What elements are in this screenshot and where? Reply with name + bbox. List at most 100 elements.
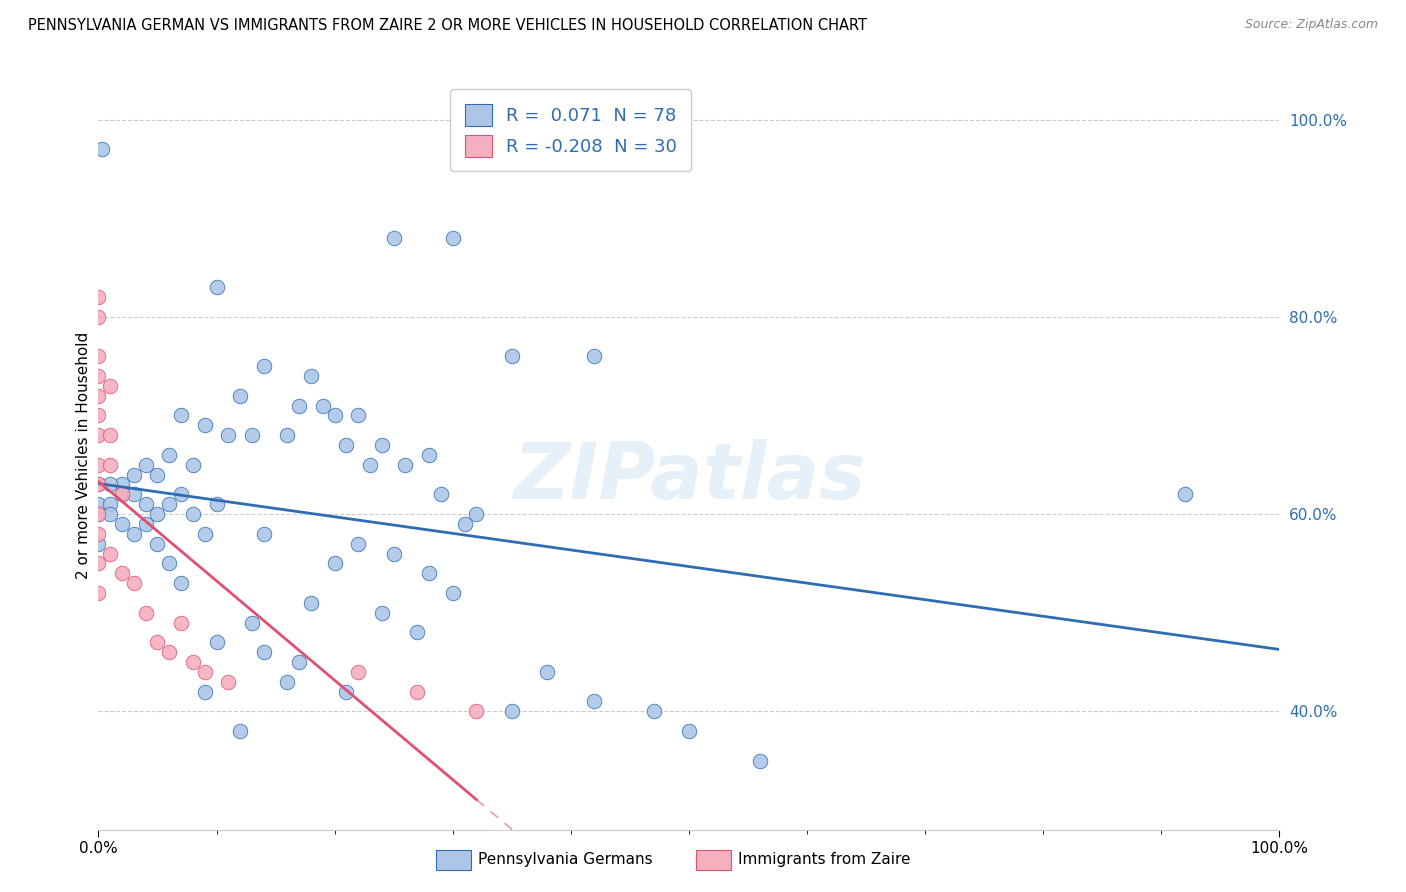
Point xyxy=(501,704,523,718)
Text: PENNSYLVANIA GERMAN VS IMMIGRANTS FROM ZAIRE 2 OR MORE VEHICLES IN HOUSEHOLD COR: PENNSYLVANIA GERMAN VS IMMIGRANTS FROM Z… xyxy=(28,18,868,33)
Point xyxy=(146,467,169,482)
Point xyxy=(170,487,193,501)
Point xyxy=(194,665,217,679)
Point xyxy=(157,557,180,571)
Point xyxy=(347,409,370,423)
Point xyxy=(157,448,180,462)
Point xyxy=(146,635,169,649)
Point xyxy=(465,704,488,718)
Point xyxy=(583,349,606,363)
Point xyxy=(194,684,217,698)
Y-axis label: 2 or more Vehicles in Household: 2 or more Vehicles in Household xyxy=(76,331,91,579)
Point xyxy=(181,458,204,472)
Point xyxy=(87,369,110,384)
Point xyxy=(87,526,110,541)
Text: Immigrants from Zaire: Immigrants from Zaire xyxy=(738,853,911,867)
Point xyxy=(135,516,157,531)
Point xyxy=(87,349,110,363)
Point xyxy=(111,487,134,501)
Point xyxy=(453,516,475,531)
Point xyxy=(135,497,157,511)
Point xyxy=(335,684,357,698)
Point xyxy=(111,566,134,581)
Point xyxy=(406,684,429,698)
Point xyxy=(748,754,770,768)
Point xyxy=(240,428,263,442)
Point xyxy=(430,487,453,501)
Point xyxy=(253,359,276,374)
Point xyxy=(98,497,121,511)
Point xyxy=(87,507,110,521)
Point xyxy=(1174,487,1197,501)
Point xyxy=(643,704,665,718)
Point xyxy=(299,369,322,384)
Point xyxy=(87,586,110,600)
Point xyxy=(98,547,121,561)
Point xyxy=(371,606,394,620)
Point xyxy=(276,674,298,689)
Point xyxy=(312,399,335,413)
Point xyxy=(323,557,346,571)
Point xyxy=(98,428,121,442)
Point xyxy=(323,409,346,423)
Point xyxy=(111,477,134,491)
Point xyxy=(205,497,228,511)
Point xyxy=(98,458,121,472)
Point xyxy=(135,458,157,472)
Point xyxy=(288,399,311,413)
Legend: R =  0.071  N = 78, R = -0.208  N = 30: R = 0.071 N = 78, R = -0.208 N = 30 xyxy=(450,89,692,171)
Point xyxy=(335,438,357,452)
Point xyxy=(87,477,110,491)
Point xyxy=(347,536,370,550)
Point xyxy=(170,615,193,630)
Point xyxy=(194,526,217,541)
Point xyxy=(98,477,121,491)
Point xyxy=(87,428,110,442)
Point xyxy=(157,645,180,659)
Point xyxy=(98,507,121,521)
Point xyxy=(217,428,239,442)
Point xyxy=(276,428,298,442)
Point xyxy=(205,635,228,649)
Point xyxy=(87,290,110,304)
Point xyxy=(87,310,110,324)
Point xyxy=(229,389,252,403)
Point xyxy=(181,655,204,669)
Point xyxy=(382,547,405,561)
Point xyxy=(122,576,145,591)
Point xyxy=(394,458,416,472)
Point xyxy=(441,231,464,245)
Point xyxy=(87,557,110,571)
Point xyxy=(194,418,217,433)
Point xyxy=(205,280,228,294)
Point xyxy=(111,516,134,531)
Point xyxy=(98,379,121,393)
Point xyxy=(441,586,464,600)
Text: Source: ZipAtlas.com: Source: ZipAtlas.com xyxy=(1244,18,1378,31)
Point xyxy=(299,596,322,610)
Point xyxy=(135,606,157,620)
Point xyxy=(418,566,440,581)
Text: ZIPatlas: ZIPatlas xyxy=(513,440,865,516)
Point xyxy=(122,526,145,541)
Point xyxy=(501,349,523,363)
Point xyxy=(87,477,110,491)
Point xyxy=(146,536,169,550)
Point xyxy=(253,526,276,541)
Point xyxy=(418,448,440,462)
Point xyxy=(181,507,204,521)
Point xyxy=(91,142,114,156)
Point xyxy=(382,231,405,245)
Point xyxy=(87,409,110,423)
Point xyxy=(371,438,394,452)
Point xyxy=(253,645,276,659)
Point xyxy=(87,507,110,521)
Point xyxy=(111,487,134,501)
Point xyxy=(229,723,252,738)
Point xyxy=(170,409,193,423)
Point xyxy=(157,497,180,511)
Point xyxy=(347,665,370,679)
Point xyxy=(122,487,145,501)
Point xyxy=(170,576,193,591)
Point xyxy=(87,458,110,472)
